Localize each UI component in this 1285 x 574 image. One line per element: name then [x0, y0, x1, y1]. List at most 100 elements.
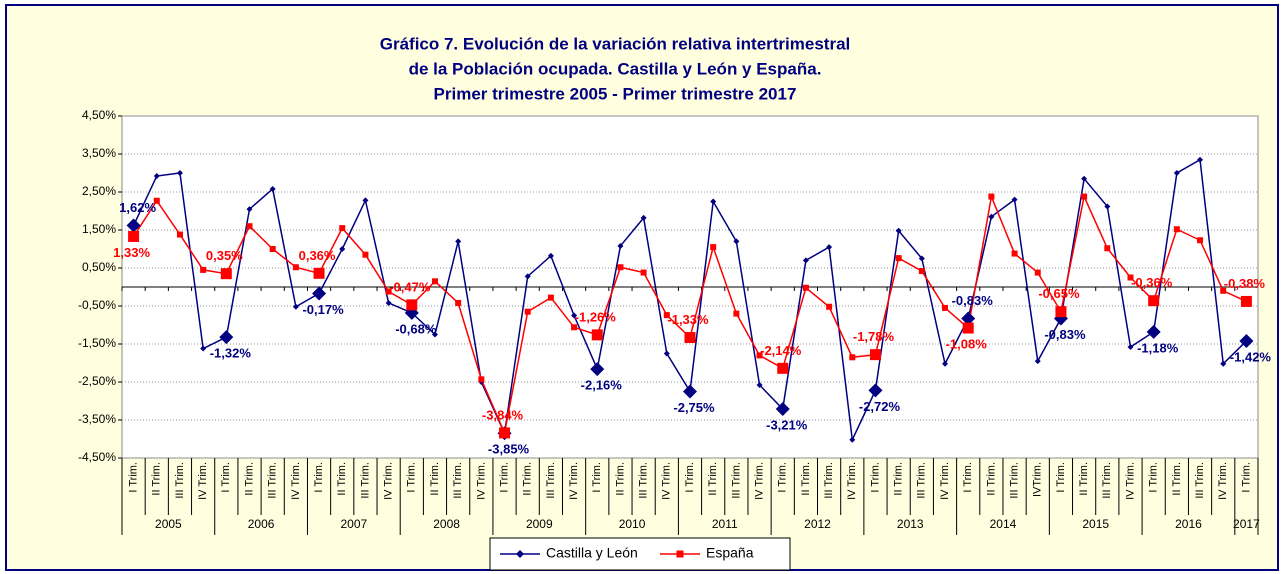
data-point — [988, 193, 995, 200]
data-point — [640, 269, 647, 276]
x-tick-label: IV Trim. — [661, 462, 673, 500]
x-tick-label: IVTrim. — [1032, 462, 1044, 497]
data-point — [962, 322, 974, 334]
data-point — [756, 352, 763, 359]
year-label: 2007 — [340, 517, 367, 531]
x-tick-label: III Trim. — [916, 462, 928, 499]
year-label: 2017 — [1233, 517, 1260, 531]
y-tick-label: -1,50% — [78, 336, 116, 350]
x-tick-label: II Trim. — [429, 462, 441, 496]
x-tick-label: IV Trim. — [475, 462, 487, 500]
data-point — [849, 354, 856, 361]
year-label: 2009 — [526, 517, 553, 531]
data-point — [961, 311, 976, 326]
data-point — [128, 230, 140, 242]
x-tick-label: IV Trim. — [1124, 462, 1136, 500]
data-point — [710, 198, 717, 205]
year-label: 2013 — [897, 517, 924, 531]
legend-label: Castilla y León — [546, 545, 638, 561]
data-label: -0,36% — [1131, 275, 1173, 290]
data-point — [1055, 306, 1067, 318]
x-tick-label: I Trim. — [406, 462, 418, 493]
x-tick-label: III Trim. — [638, 462, 650, 499]
y-tick-label: 2,50% — [82, 184, 116, 198]
data-label: 1,62% — [119, 200, 156, 215]
x-tick-label: I Trim. — [1240, 462, 1252, 493]
x-tick-label: IV Trim. — [939, 462, 951, 500]
x-tick-label: II Trim. — [707, 462, 719, 496]
data-point — [1146, 324, 1161, 339]
data-point — [1173, 170, 1180, 176]
data-label: -1,08% — [946, 336, 988, 351]
x-tick-label: II Trim. — [243, 462, 255, 496]
y-tick-label: 1,50% — [82, 222, 116, 236]
data-point — [339, 246, 346, 252]
x-tick-label: III Trim. — [267, 462, 279, 499]
data-point — [524, 308, 531, 315]
data-label: -2,14% — [760, 343, 802, 358]
data-point — [547, 252, 554, 259]
x-tick-label: IV Trim. — [753, 462, 765, 500]
x-tick-label: III Trim. — [1101, 462, 1113, 499]
x-tick-label: II Trim. — [893, 462, 905, 496]
data-point — [988, 213, 995, 220]
data-point — [617, 264, 624, 271]
x-tick-label: I Trim. — [313, 462, 325, 493]
data-label: 0,36% — [299, 248, 336, 263]
x-tick-label: III Trim. — [823, 462, 835, 499]
data-point — [1081, 193, 1088, 200]
data-point — [1011, 196, 1018, 203]
y-tick-label: -0,50% — [78, 298, 116, 312]
data-point — [1104, 203, 1111, 210]
data-point — [849, 436, 856, 443]
data-label: -2,16% — [581, 378, 623, 393]
x-tick-label: III Trim. — [730, 462, 742, 499]
data-label: -2,75% — [673, 400, 715, 415]
y-tick-label: 3,50% — [82, 146, 116, 160]
data-point — [733, 238, 740, 245]
data-point — [710, 244, 717, 251]
x-tick-label: I Trim. — [220, 462, 232, 493]
data-point — [220, 268, 232, 280]
x-tick-label: I Trim. — [777, 462, 789, 493]
data-point — [684, 332, 696, 344]
x-tick-label: IV Trim. — [290, 462, 302, 500]
data-point — [339, 225, 346, 232]
data-label: -0,83% — [1044, 327, 1086, 342]
x-tick-label: I Trim. — [127, 462, 139, 493]
data-label: -1,42% — [1230, 349, 1272, 364]
data-point — [918, 255, 925, 262]
x-tick-label: III Trim. — [452, 462, 464, 499]
data-point — [1148, 295, 1160, 307]
data-label: -3,84% — [482, 407, 524, 422]
x-tick-label: II Trim. — [800, 462, 812, 496]
data-point — [200, 266, 207, 273]
y-tick-label: -3,50% — [78, 412, 116, 426]
data-point — [802, 257, 809, 264]
data-point — [571, 312, 578, 319]
data-point — [385, 299, 392, 306]
data-point — [362, 197, 369, 204]
year-label: 2005 — [155, 517, 182, 531]
data-point — [869, 349, 881, 361]
data-point — [895, 255, 902, 262]
x-tick-label: II Trim. — [1171, 462, 1183, 496]
data-label: -1,32% — [210, 346, 252, 361]
data-point — [1239, 333, 1254, 348]
data-label: -1,33% — [667, 312, 709, 327]
data-point — [362, 251, 369, 258]
x-tick-label: I Trim. — [684, 462, 696, 493]
data-point — [571, 324, 578, 331]
data-point — [524, 273, 531, 280]
data-point — [478, 376, 485, 383]
data-label: -1,26% — [575, 309, 617, 324]
data-label: -1,78% — [853, 329, 895, 344]
x-tick-label: I Trim. — [869, 462, 881, 493]
x-tick-label: I Trim. — [591, 462, 603, 493]
year-label: 2016 — [1175, 517, 1202, 531]
x-tick-label: III Trim. — [359, 462, 371, 499]
data-point — [640, 214, 647, 221]
x-tick-label: III Trim. — [1194, 462, 1206, 499]
year-label: 2015 — [1082, 517, 1109, 531]
